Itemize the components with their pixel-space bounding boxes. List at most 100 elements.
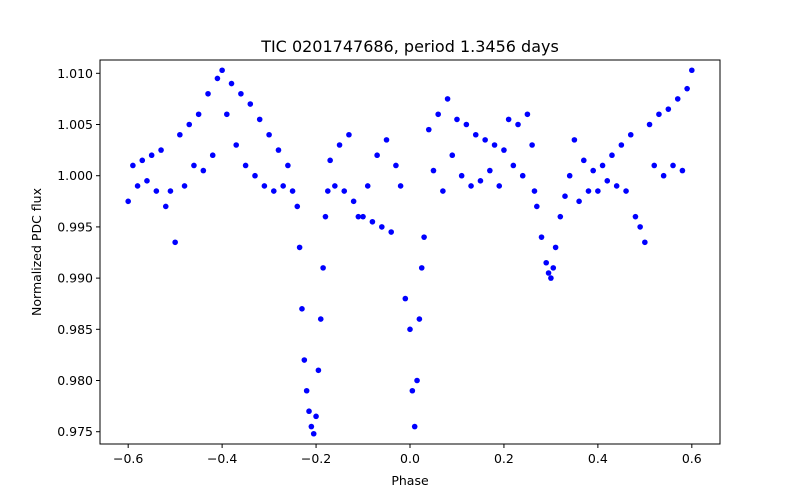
data-point bbox=[346, 131, 352, 138]
data-point bbox=[477, 178, 484, 184]
data-point bbox=[444, 96, 451, 102]
data-point bbox=[228, 80, 235, 87]
data-point bbox=[270, 188, 277, 194]
data-point bbox=[299, 306, 305, 312]
data-point bbox=[545, 270, 552, 276]
data-point bbox=[383, 137, 390, 143]
data-point bbox=[332, 183, 338, 189]
data-point bbox=[327, 157, 333, 164]
y-tick-label: 1.010 bbox=[57, 66, 93, 81]
data-point bbox=[550, 265, 557, 271]
data-point bbox=[618, 142, 625, 148]
data-point bbox=[191, 162, 197, 169]
plot-frame bbox=[99, 59, 721, 445]
data-point bbox=[449, 152, 456, 159]
data-point bbox=[130, 162, 136, 169]
data-point bbox=[510, 162, 517, 169]
data-point bbox=[595, 188, 601, 194]
y-tick-label: 0.995 bbox=[57, 219, 93, 234]
data-point bbox=[454, 116, 460, 123]
data-point bbox=[501, 147, 507, 153]
data-point bbox=[590, 167, 596, 174]
data-point bbox=[632, 213, 639, 220]
x-tick-label: 0.2 bbox=[494, 451, 514, 466]
data-point bbox=[548, 275, 554, 281]
data-point bbox=[181, 183, 188, 189]
data-point bbox=[416, 316, 423, 322]
data-point bbox=[306, 408, 312, 415]
data-point bbox=[214, 75, 221, 82]
y-axis: 0.975 0.980 0.985 0.990 0.995 1.000 1.005 1.010 bbox=[57, 66, 100, 439]
y-axis-label: Normalized PDC flux bbox=[29, 188, 44, 316]
data-point bbox=[379, 224, 385, 230]
y-tick-label: 0.985 bbox=[57, 322, 93, 337]
data-point bbox=[289, 188, 296, 194]
x-tick-label: 0.4 bbox=[588, 451, 608, 466]
x-tick-label: −0.2 bbox=[301, 451, 331, 466]
data-point bbox=[519, 172, 526, 179]
data-point bbox=[531, 188, 538, 194]
data-point bbox=[430, 167, 437, 174]
data-point bbox=[341, 188, 348, 194]
data-point bbox=[566, 172, 573, 179]
data-point bbox=[609, 152, 615, 159]
data-point bbox=[674, 96, 681, 102]
data-point bbox=[458, 172, 465, 179]
y-tick-label: 0.975 bbox=[57, 424, 93, 439]
data-point bbox=[665, 106, 672, 112]
data-point bbox=[534, 203, 540, 210]
data-point bbox=[205, 90, 211, 97]
data-point bbox=[684, 85, 690, 92]
data-point bbox=[646, 121, 653, 128]
data-point bbox=[463, 121, 470, 128]
data-point bbox=[571, 137, 578, 143]
data-point bbox=[310, 430, 317, 437]
data-point bbox=[167, 188, 174, 194]
data-point bbox=[256, 116, 263, 123]
data-point bbox=[623, 188, 629, 194]
chart-title: TIC 0201747686, period 1.3456 days bbox=[260, 37, 559, 56]
data-point bbox=[524, 111, 531, 118]
data-point bbox=[538, 234, 545, 240]
data-point bbox=[604, 178, 611, 184]
y-tick-label: 1.005 bbox=[57, 117, 93, 132]
data-point bbox=[280, 183, 286, 189]
data-point bbox=[296, 244, 303, 251]
data-point bbox=[285, 162, 291, 169]
data-point bbox=[482, 137, 488, 143]
data-point bbox=[139, 157, 146, 164]
data-point bbox=[689, 67, 695, 74]
data-point bbox=[219, 67, 225, 74]
data-point bbox=[599, 162, 606, 169]
data-point bbox=[637, 224, 643, 230]
data-point bbox=[529, 142, 535, 148]
data-point bbox=[388, 229, 395, 235]
data-point bbox=[172, 239, 178, 246]
data-point bbox=[364, 183, 371, 189]
x-axis-label: Phase bbox=[391, 473, 429, 488]
data-point bbox=[468, 183, 474, 189]
data-point bbox=[402, 295, 409, 302]
data-point bbox=[242, 162, 249, 169]
data-point bbox=[303, 387, 310, 394]
data-point bbox=[320, 265, 326, 271]
data-point bbox=[266, 131, 272, 138]
data-point bbox=[656, 111, 662, 118]
data-point bbox=[496, 183, 503, 189]
data-point bbox=[261, 183, 268, 189]
data-point bbox=[350, 198, 357, 205]
data-point bbox=[153, 188, 160, 194]
data-point bbox=[651, 162, 658, 169]
data-point bbox=[195, 111, 202, 118]
data-point bbox=[158, 147, 164, 153]
data-point bbox=[491, 142, 498, 148]
data-point bbox=[125, 198, 131, 205]
data-point bbox=[322, 213, 329, 220]
y-tick-label: 1.000 bbox=[57, 168, 93, 183]
data-point bbox=[360, 213, 366, 220]
data-point bbox=[660, 172, 667, 179]
data-point bbox=[252, 172, 258, 179]
data-point bbox=[407, 326, 413, 333]
data-point bbox=[209, 152, 216, 159]
data-point bbox=[440, 188, 446, 194]
